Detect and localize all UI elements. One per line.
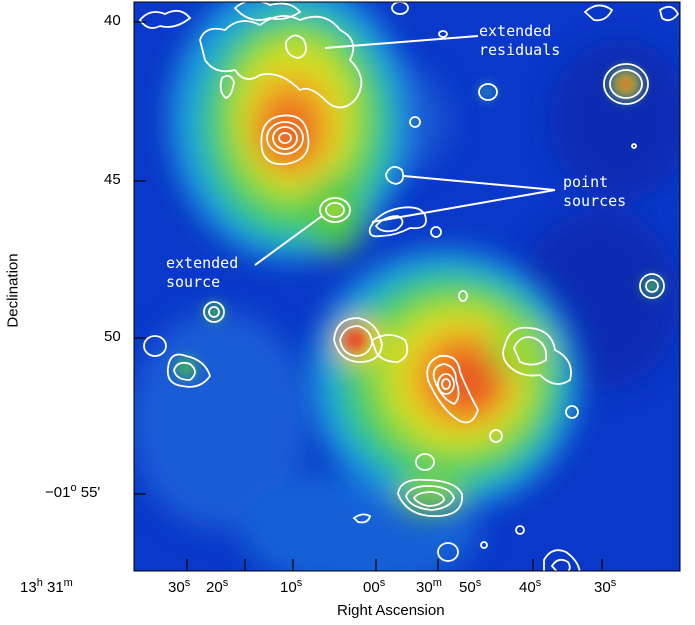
x-tick-label-30s-right: 30s xyxy=(594,577,617,596)
y-tick-marks xyxy=(134,21,146,495)
x-tick-label-20s: 20s xyxy=(206,577,229,596)
y-tick-label-50: 50 xyxy=(104,328,121,345)
annotation-pointers xyxy=(254,35,556,266)
intensity-map xyxy=(134,2,680,571)
x-tick-label-10s: 10s xyxy=(280,577,303,596)
x-axis-title: Right Ascension xyxy=(337,602,445,619)
contour-overlay xyxy=(138,2,680,571)
y-tick-label-40: 40 xyxy=(104,12,121,29)
annotation-point-sources: point sources xyxy=(563,173,627,210)
y-tick-label-55: −01o 55' xyxy=(45,482,101,501)
x-tick-label-40s: 40s xyxy=(519,577,542,596)
y-axis-title: Declination xyxy=(4,253,22,328)
x-tick-label-00s: 00s xyxy=(363,577,386,596)
x-tick-label-30m: 30m xyxy=(416,577,442,596)
x-tick-label-50s: 50s xyxy=(459,577,482,596)
x-tick-label-30s: 30s xyxy=(168,577,191,596)
annotation-extended-residuals: extended residuals xyxy=(479,22,561,59)
plot-frame xyxy=(133,1,681,572)
x-tick-marks xyxy=(186,559,603,571)
annotation-extended-source: extended source xyxy=(166,254,239,291)
y-tick-label-45: 45 xyxy=(104,171,121,188)
x-tick-label-13h31m: 13h 31m xyxy=(20,577,73,596)
